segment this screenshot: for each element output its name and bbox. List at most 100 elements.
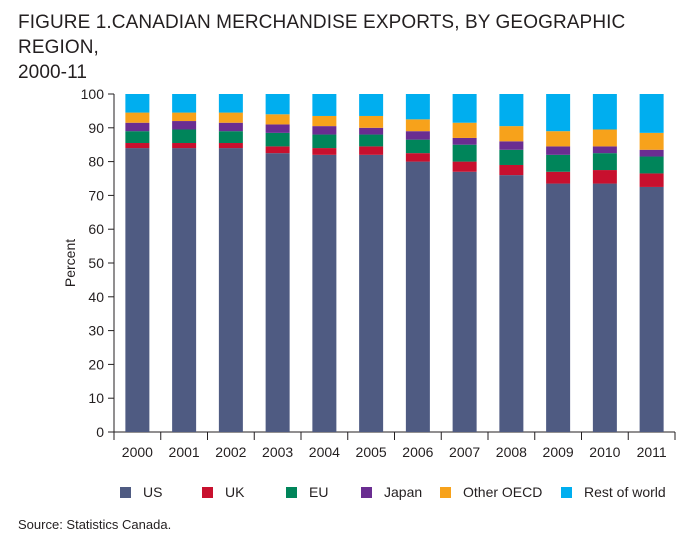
bar-segment-uk — [218, 143, 243, 149]
legend-swatch — [202, 486, 213, 498]
bar-segment-rest-of-world — [172, 94, 197, 113]
source-note: Source: Statistics Canada. — [18, 517, 172, 532]
bar-segment-uk — [312, 148, 337, 155]
legend-swatch — [286, 486, 297, 498]
bar-segment-other-oecd — [172, 112, 197, 122]
bar-segment-us — [359, 154, 384, 432]
x-tick-label: 2008 — [496, 444, 527, 460]
bar-segment-rest-of-world — [546, 94, 571, 132]
legend-label: Other OECD — [463, 484, 543, 500]
bar-segment-japan — [405, 131, 430, 140]
legend-item: US — [120, 484, 162, 500]
bar-segment-japan — [546, 146, 571, 155]
y-axis-title: Percent — [62, 239, 78, 287]
bar-segment-rest-of-world — [639, 94, 664, 133]
x-tick-label: 2010 — [589, 444, 620, 460]
chart-title-line-1: FIGURE 1.CANADIAN MERCHANDISE EXPORTS, B… — [18, 12, 626, 58]
bar-segment-rest-of-world — [592, 94, 617, 130]
x-tick-label: 2004 — [309, 444, 340, 460]
bar-segment-japan — [452, 137, 477, 145]
y-tick-label: 50 — [88, 255, 104, 271]
bar-segment-eu — [125, 131, 150, 144]
x-tick-label: 2000 — [122, 444, 153, 460]
legend-item: Rest of world — [561, 484, 666, 500]
bar-segment-other-oecd — [125, 112, 150, 123]
bar-segment-us — [405, 161, 430, 432]
x-tick-label: 2005 — [356, 444, 387, 460]
bar-segment-japan — [312, 126, 337, 135]
y-tick-label: 80 — [88, 154, 104, 170]
bar-segment-us — [592, 183, 617, 432]
bar-segment-us — [546, 183, 571, 432]
bar-segment-eu — [172, 129, 197, 144]
bar-segment-japan — [218, 122, 243, 132]
bar-segment-us — [125, 148, 150, 432]
y-tick-label: 70 — [88, 187, 104, 203]
y-tick-label: 30 — [88, 323, 104, 339]
x-tick-label: 2006 — [402, 444, 433, 460]
bar-segment-uk — [172, 143, 197, 149]
legend-label: Rest of world — [584, 484, 666, 500]
bar-segment-uk — [499, 164, 524, 176]
bar-segment-eu — [499, 149, 524, 165]
bar-segment-uk — [359, 146, 384, 155]
bar-segment-uk — [592, 170, 617, 184]
chart-title-line-2: 2000-11 — [18, 62, 88, 83]
legend-item: EU — [286, 484, 328, 500]
bar-segment-uk — [265, 146, 290, 154]
legend-item: UK — [202, 484, 244, 500]
bar-segment-rest-of-world — [405, 94, 430, 120]
bar-segment-eu — [265, 132, 290, 147]
y-tick-label: 20 — [88, 356, 104, 372]
legend-swatch — [361, 486, 372, 498]
bar-segment-other-oecd — [639, 132, 664, 150]
bar-segment-rest-of-world — [499, 94, 524, 127]
chart-title: FIGURE 1.CANADIAN MERCHANDISE EXPORTS, B… — [18, 10, 688, 85]
bar-segment-other-oecd — [499, 126, 524, 142]
bar-segment-eu — [592, 153, 617, 171]
bar-segment-us — [639, 186, 664, 432]
bar-segment-eu — [405, 139, 430, 154]
bar-segment-eu — [218, 131, 243, 144]
bar-segment-japan — [359, 127, 384, 135]
bar-segment-uk — [405, 153, 430, 162]
x-tick-label: 2002 — [215, 444, 246, 460]
bar-segment-other-oecd — [592, 129, 617, 147]
y-tick-label: 60 — [88, 221, 104, 237]
bar-segment-other-oecd — [265, 114, 290, 125]
bar-segment-rest-of-world — [125, 94, 150, 113]
bar-segment-rest-of-world — [452, 94, 477, 123]
legend-label: Japan — [384, 484, 423, 500]
x-tick-label: 2007 — [449, 444, 480, 460]
bar-segment-eu — [359, 134, 384, 147]
bar-segment-other-oecd — [312, 115, 337, 127]
bar-segment-uk — [452, 161, 477, 172]
bar-segment-uk — [546, 171, 571, 184]
bar-segment-eu — [452, 144, 477, 162]
legend-item: Other OECD — [440, 484, 542, 500]
legend-label: UK — [225, 484, 245, 500]
bar-segment-us — [172, 148, 197, 432]
bar-segment-us — [312, 154, 337, 432]
bar-segment-other-oecd — [218, 112, 243, 123]
bar-segment-rest-of-world — [265, 94, 290, 115]
legend-swatch — [561, 486, 572, 498]
bar-segment-japan — [639, 149, 664, 157]
bar-segment-eu — [639, 156, 664, 174]
y-tick-label: 90 — [88, 120, 104, 136]
bar-segment-japan — [125, 122, 150, 132]
legend-swatch — [120, 486, 131, 498]
bar-segment-rest-of-world — [359, 94, 384, 116]
legend-swatch — [440, 486, 451, 498]
bar-segment-japan — [592, 146, 617, 154]
bar-segment-eu — [546, 154, 571, 172]
x-tick-label: 2011 — [637, 444, 667, 460]
bar-segment-rest-of-world — [218, 94, 243, 113]
legend-label: US — [143, 484, 163, 500]
stacked-bar-chart: 0 10 20 30 40 50 60 70 80 90 100 Percent 2000 2001 200… — [62, 86, 676, 460]
bar-segment-other-oecd — [546, 131, 571, 147]
bar-segment-us — [452, 171, 477, 433]
bar-segment-japan — [172, 121, 197, 130]
x-tick-label: 2003 — [262, 444, 293, 460]
bar-segment-us — [218, 148, 243, 432]
